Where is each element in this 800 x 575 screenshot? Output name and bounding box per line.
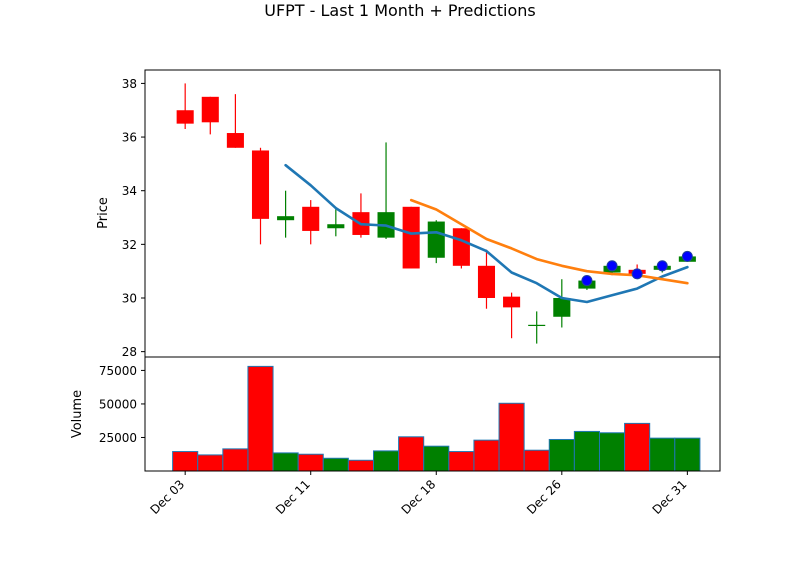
price-panel-frame [144,69,721,358]
candle-body [503,296,521,308]
volume-bar [498,402,525,472]
price-tick-label: 28 [122,345,137,359]
indicator-line-2 [409,198,689,285]
x-tick-label: Dec 18 [399,477,439,517]
volume-panel-frame [144,356,721,472]
chart-title: UFPT - Last 1 Month + Predictions [264,1,536,20]
volume-bar [172,451,199,472]
volume-bar [247,365,274,472]
candle-body [277,216,295,221]
candle-body [427,221,445,258]
x-tick-label: Dec 31 [650,477,690,517]
candle-body [251,150,270,219]
volume-tick-label: 50000 [99,397,137,411]
indicator-line-1 [284,163,689,304]
price-panel: 28 30 32 34 36 38 [122,69,721,359]
prediction-marker [606,260,618,272]
price-axis-label: Price [96,197,111,229]
volume-bar [347,459,374,472]
volume-bar [649,437,676,472]
candle-body [477,265,496,298]
volume-bar [548,438,575,472]
volume-bar [598,432,626,472]
volume-bar [523,449,550,472]
candle-body [528,324,546,327]
candle-body [553,297,571,317]
prediction-marker [631,268,643,280]
candle-body [176,110,194,124]
candle-body [402,206,420,269]
volume-bar [398,436,425,472]
volume-bar [473,439,500,472]
candle-body [201,96,219,123]
candle-body [327,224,345,229]
volume-bar [297,453,324,472]
price-tick-label: 30 [122,291,137,305]
prediction-marker [656,260,668,272]
x-tick-label: Dec 26 [524,477,564,517]
prediction-marker [581,275,593,287]
candle-body [302,206,320,231]
volume-bar [272,452,299,472]
volume-tick-label: 75000 [99,364,137,378]
volume-bar [197,454,224,472]
volume-bar [674,437,701,472]
volume-bar [222,448,249,472]
x-tick-label: Dec 11 [273,477,313,517]
volume-bar [448,451,475,472]
volume-panel: 25000 50000 75000 Dec 03 Dec 11 Dec 18 Dec 26 D… [99,356,721,517]
volume-bar [322,457,349,472]
prediction-marker [681,250,693,262]
price-tick-label: 32 [122,238,137,252]
volume-bar [423,445,450,472]
price-tick-label: 38 [122,77,137,91]
volume-axis-label: Volume [70,390,85,438]
price-tick-label: 36 [122,131,137,145]
volume-bar [372,450,400,472]
volume-tick-label: 25000 [99,431,137,445]
candle-body [226,133,244,148]
price-tick-label: 34 [122,184,137,198]
x-tick-label: Dec 03 [147,477,187,517]
volume-bar [573,430,600,472]
volume-bar [624,422,651,472]
candle-body [452,228,470,266]
